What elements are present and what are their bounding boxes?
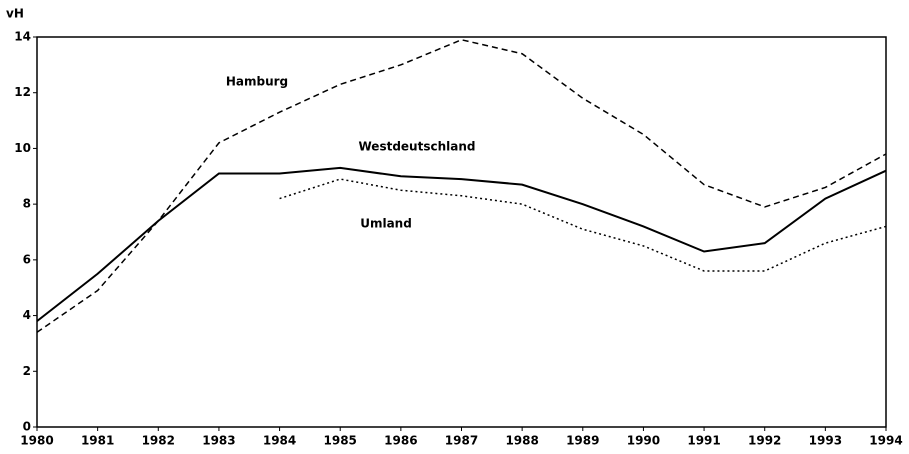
- y-tick-label: 6: [23, 252, 31, 266]
- x-tick-label: 1985: [324, 434, 357, 448]
- x-tick-label: 1991: [687, 434, 720, 448]
- x-tick-label: 1983: [202, 434, 235, 448]
- x-tick-label: 1980: [20, 434, 53, 448]
- x-tick-label: 1986: [384, 434, 417, 448]
- series-label: Hamburg: [226, 75, 288, 89]
- x-tick-label: 1981: [81, 434, 114, 448]
- x-tick-label: 1992: [748, 434, 781, 448]
- x-tick-label: 1982: [142, 434, 175, 448]
- series-label: Umland: [360, 217, 412, 231]
- x-tick-label: 1990: [627, 434, 660, 448]
- y-tick-label: 0: [23, 420, 31, 434]
- y-tick-label: 2: [23, 364, 31, 378]
- x-tick-label: 1984: [263, 434, 296, 448]
- x-tick-label: 1987: [445, 434, 478, 448]
- x-tick-label: 1994: [869, 434, 902, 448]
- y-tick-label: 4: [23, 308, 31, 322]
- line-series: [36, 39, 887, 333]
- y-tick-label: 12: [14, 85, 31, 99]
- y-tick-label: 14: [14, 30, 31, 44]
- x-tick-label: 1989: [566, 434, 599, 448]
- y-axis-label: vH: [6, 7, 24, 21]
- x-tick-label: 1993: [809, 434, 842, 448]
- line-series: [36, 166, 887, 322]
- x-tick-label: 1988: [505, 434, 538, 448]
- series-label: Westdeutschland: [359, 140, 476, 154]
- y-tick-label: 10: [14, 141, 31, 155]
- plot-frame: [36, 36, 887, 428]
- y-tick-label: 8: [23, 197, 31, 211]
